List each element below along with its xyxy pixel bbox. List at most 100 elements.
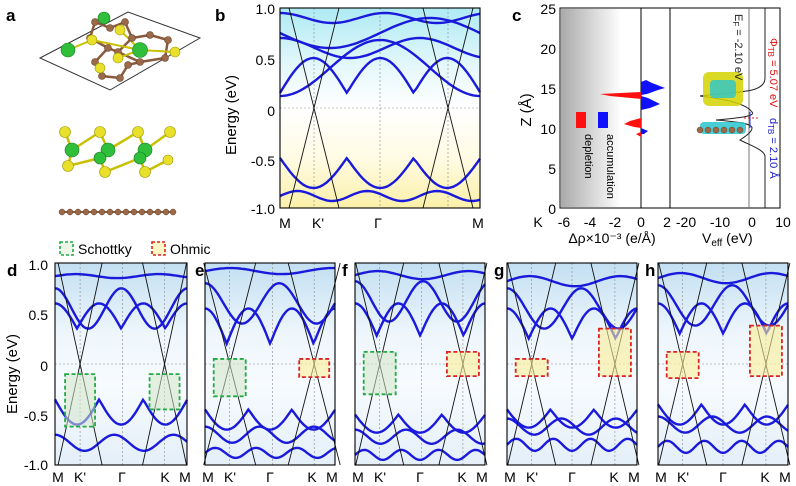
band-line xyxy=(54,272,188,280)
crystal-side-view xyxy=(59,126,176,178)
tick-label: K xyxy=(760,469,770,485)
plot-frame xyxy=(204,262,336,466)
schottky-legend-label: Schottky xyxy=(78,241,132,257)
bottom-yticks: 1.0 0.5 0 -0.5 -1.0 xyxy=(24,257,48,473)
accumulation-label: accumulation xyxy=(604,134,616,199)
dirac-cone-line xyxy=(57,262,103,466)
band-line xyxy=(279,156,481,190)
tick-label: -20 xyxy=(676,214,696,230)
panel-f-band-plot xyxy=(354,262,488,466)
schottky-contact-box xyxy=(212,358,247,398)
panel-c-right-xticks: -20 -10 0 10 xyxy=(676,214,791,230)
band-line xyxy=(54,287,188,330)
tick-label: 0 xyxy=(637,214,645,230)
band-line xyxy=(506,407,638,429)
crystal-top-view xyxy=(38,11,202,91)
plot-frame xyxy=(354,262,486,466)
tick-label: 15 xyxy=(540,81,556,97)
band-line xyxy=(354,428,486,446)
ohmic-contact-box xyxy=(749,324,783,378)
tick-label: K xyxy=(307,469,317,485)
panel-label-a: a xyxy=(6,6,16,25)
tick-label: 10 xyxy=(775,214,791,230)
band-line xyxy=(204,446,336,460)
depletion-peak xyxy=(600,92,641,99)
tick-label: 0.5 xyxy=(256,52,276,68)
tick-label: 0 xyxy=(748,214,756,230)
band-line xyxy=(54,302,188,331)
tick-label: Γ xyxy=(719,469,727,485)
panel-label-b: b xyxy=(215,6,225,25)
band-line xyxy=(506,417,638,436)
tick-label: M xyxy=(279,215,291,231)
tick-label: -10 xyxy=(710,214,730,230)
tick-label: 1.0 xyxy=(29,257,49,273)
panel-h-band-plot xyxy=(657,262,791,466)
tick-label: M xyxy=(352,469,364,485)
schottky-contact-box xyxy=(362,350,397,396)
tick-label: 0 xyxy=(40,358,48,374)
tick-label: Γ xyxy=(416,469,424,485)
panel-label-e: e xyxy=(195,261,204,280)
tick-label: M xyxy=(472,215,484,231)
panel-b-ylabel: Energy (eV) xyxy=(223,75,240,155)
fermi-level-annotation: EF = -2.10 eV xyxy=(731,14,744,81)
band-line xyxy=(279,11,481,25)
tick-label: -1.0 xyxy=(251,201,275,217)
tick-label: Γ xyxy=(118,469,126,485)
panel-c-potential-plot xyxy=(669,7,781,209)
graphene-atoms xyxy=(696,126,744,134)
tick-label: 20 xyxy=(540,41,556,57)
tick-label: -1.0 xyxy=(24,457,48,473)
band-line xyxy=(279,189,481,203)
panel-c-k-label: K xyxy=(533,214,543,230)
panel-c-right-xlabel: Veff (eV) xyxy=(702,230,753,249)
band-line xyxy=(204,407,336,431)
band-line xyxy=(354,269,486,281)
bottom-xticks: M K' Γ K M M K' Γ K M M K' Γ K M M K' Γ … xyxy=(52,469,791,485)
depletion-peak xyxy=(624,118,641,128)
bottom-ylabel: Energy (eV) xyxy=(4,334,21,414)
band-line xyxy=(657,415,789,434)
plot-frame xyxy=(279,7,481,209)
tick-label: 10 xyxy=(540,121,556,137)
tick-label: 25 xyxy=(540,1,556,17)
plot-frame xyxy=(54,262,188,466)
tick-label: M xyxy=(476,469,488,485)
band-line xyxy=(278,56,482,95)
tick-label: M xyxy=(779,469,791,485)
charge-isosurface xyxy=(710,80,736,98)
panel-g-band-plot xyxy=(506,262,640,466)
schottky-contact-box xyxy=(64,373,96,428)
tick-label: K' xyxy=(374,469,386,485)
tick-label: 2 xyxy=(663,214,671,230)
panel-c-ylabel: Z (Å) xyxy=(518,93,535,126)
tick-label: K' xyxy=(74,469,86,485)
tick-label: K' xyxy=(677,469,689,485)
accumulation-peak xyxy=(641,128,648,134)
tick-label: 0 xyxy=(548,201,556,217)
accumulation-peak xyxy=(641,96,660,110)
band-line xyxy=(657,271,789,285)
tick-label: Γ xyxy=(568,469,576,485)
contact-type-legend: Schottky Ohmic xyxy=(59,241,210,257)
tick-label: 5 xyxy=(548,161,556,177)
panel-label-f: f xyxy=(342,261,348,280)
ohmic-contact-box xyxy=(514,358,549,378)
tick-label: M xyxy=(179,469,191,485)
band-line xyxy=(204,266,335,276)
tick-label: 0 xyxy=(267,103,275,119)
panel-b-xticks: M K' Γ M xyxy=(279,215,484,231)
tick-label: M xyxy=(655,469,667,485)
band-line xyxy=(657,402,789,426)
accumulation-peak xyxy=(641,80,665,95)
panel-c-left-xlabel: Δρ×10⁻³ (e/Å) xyxy=(568,230,655,246)
band-line xyxy=(657,439,789,455)
ohmic-contact-box xyxy=(598,327,632,378)
band-line xyxy=(354,302,486,339)
band-line xyxy=(54,433,188,452)
tick-label: -4 xyxy=(584,214,597,230)
panel-b-yticks: 1.0 0.5 0 -0.5 -1.0 xyxy=(251,1,275,217)
depletion-legend-swatch xyxy=(576,112,586,128)
schottky-contact-box xyxy=(148,373,181,411)
